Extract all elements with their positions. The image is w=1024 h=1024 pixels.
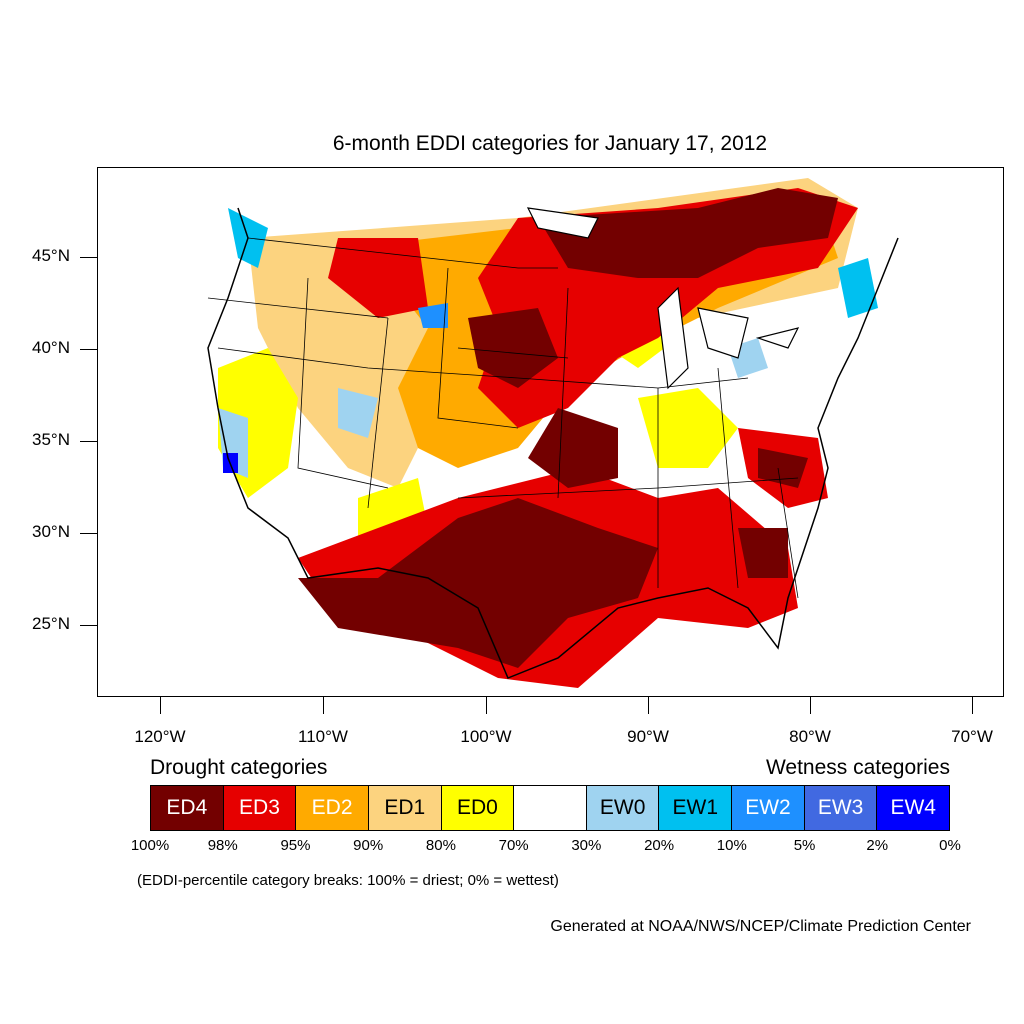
chart-title: 6-month EDDI categories for January 17, … bbox=[332, 132, 768, 155]
break-label: 70% bbox=[498, 837, 529, 854]
lat-tick bbox=[80, 533, 97, 534]
lat-label: 30°N bbox=[32, 522, 70, 541]
category-legend: ED4 ED3 ED2 ED1 ED0 EW0 EW1 EW2 EW3 EW4 bbox=[150, 785, 950, 831]
lon-label: 80°W bbox=[789, 727, 831, 746]
category-note: (EDDI-percentile category breaks: 100% =… bbox=[137, 872, 559, 889]
coastline bbox=[207, 207, 899, 679]
lon-tick bbox=[323, 697, 324, 714]
lon-label: 90°W bbox=[627, 727, 669, 746]
legend-cell-ew0: EW0 bbox=[586, 786, 660, 830]
break-label: 80% bbox=[425, 837, 456, 854]
legend-cell-ew3: EW3 bbox=[804, 786, 878, 830]
lon-label: 120°W bbox=[134, 727, 186, 746]
legend-cell-ed1: ED1 bbox=[368, 786, 442, 830]
legend-cell-ew1: EW1 bbox=[659, 786, 733, 830]
lat-label: 45°N bbox=[32, 246, 70, 265]
wetness-heading: Wetness categories bbox=[765, 756, 950, 779]
lat-label: 25°N bbox=[32, 614, 70, 633]
lon-tick bbox=[648, 697, 649, 714]
lon-tick bbox=[160, 697, 161, 714]
lat-tick bbox=[80, 257, 97, 258]
lat-tick bbox=[80, 349, 97, 350]
break-label: 20% bbox=[644, 837, 675, 854]
drought-heading: Drought categories bbox=[150, 756, 328, 779]
credit-text: Generated at NOAA/NWS/NCEP/Climate Predi… bbox=[550, 918, 971, 935]
legend-cell-ed4: ED4 bbox=[151, 786, 224, 830]
lon-tick bbox=[486, 697, 487, 714]
break-label: 90% bbox=[353, 837, 384, 854]
lat-label: 40°N bbox=[32, 338, 70, 357]
lon-tick bbox=[810, 697, 811, 714]
lon-label: 110°W bbox=[298, 727, 348, 746]
legend-cell-ed2: ED2 bbox=[296, 786, 369, 830]
break-label: 2% bbox=[866, 837, 889, 854]
legend-cell-ed3: ED3 bbox=[223, 786, 297, 830]
eddi-map bbox=[97, 167, 1004, 697]
lat-tick bbox=[80, 625, 97, 626]
break-label: 95% bbox=[280, 837, 311, 854]
legend-cell-ew2: EW2 bbox=[732, 786, 805, 830]
lat-tick bbox=[80, 441, 97, 442]
great-lakes bbox=[526, 207, 800, 390]
lon-tick bbox=[972, 697, 973, 714]
legend-cell-ew4: EW4 bbox=[877, 786, 950, 830]
eddi-map-canvas bbox=[207, 178, 899, 688]
lat-label: 35°N bbox=[32, 430, 70, 449]
break-label: 98% bbox=[207, 837, 238, 854]
legend-cell-normal bbox=[514, 786, 587, 830]
break-label: 5% bbox=[793, 837, 816, 854]
lon-label: 70°W bbox=[951, 727, 993, 746]
break-label: 0% bbox=[939, 837, 961, 854]
category-fills bbox=[208, 178, 878, 688]
lon-label: 100°W bbox=[460, 727, 512, 746]
legend-cell-ed0: ED0 bbox=[441, 786, 515, 830]
break-label: 30% bbox=[571, 837, 602, 854]
break-label: 100% bbox=[130, 837, 170, 854]
break-label: 10% bbox=[716, 837, 747, 854]
